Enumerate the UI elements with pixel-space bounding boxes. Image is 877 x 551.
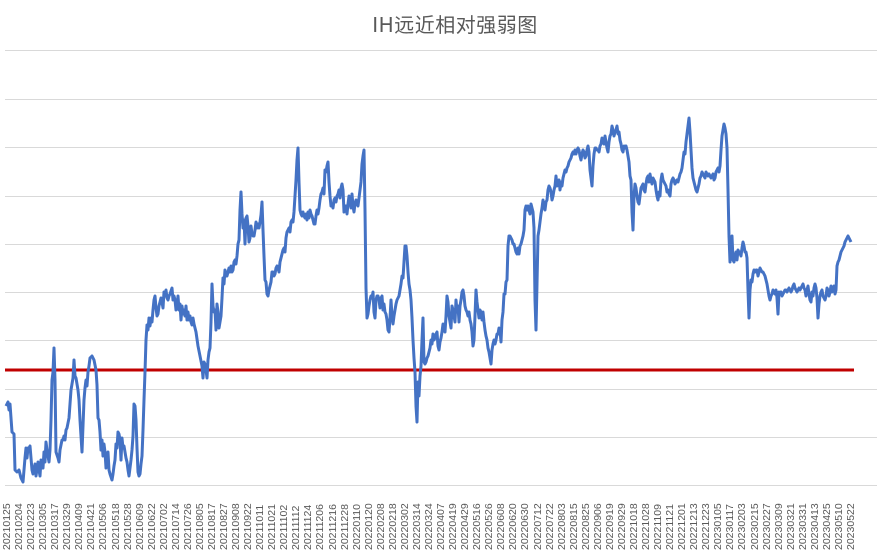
x-axis-tick-label: 20210518 bbox=[109, 503, 122, 550]
x-axis-tick-label: 20220712 bbox=[531, 503, 544, 550]
x-axis-tick-label: 20211021 bbox=[266, 504, 279, 550]
x-axis-tick-label: 20230105 bbox=[712, 503, 725, 550]
x-axis-tick-label: 20210528 bbox=[121, 503, 134, 550]
x-axis-tick-label: 20210922 bbox=[242, 503, 255, 550]
x-axis-labels: 20210125 20210204 20210223 20210305 20210317… bbox=[0, 488, 877, 551]
x-axis-tick-label: 20220620 bbox=[507, 503, 520, 550]
x-axis-tick-label: 20211206 bbox=[314, 504, 327, 550]
x-axis-tick-label: 20230215 bbox=[748, 503, 761, 550]
x-axis-tick-label: 20210609 bbox=[133, 503, 146, 550]
relative-strength-line bbox=[4, 116, 853, 484]
x-axis-tick-label: 20210506 bbox=[97, 503, 110, 550]
x-axis-tick-label: 20210622 bbox=[145, 503, 158, 550]
x-axis-tick-label: 20220630 bbox=[519, 503, 532, 550]
x-axis-tick-label: 20210204 bbox=[13, 503, 26, 550]
x-axis-tick-label: 20210827 bbox=[218, 503, 231, 550]
x-axis-tick-label: 20210421 bbox=[85, 503, 98, 550]
x-axis-tick-label: 20210223 bbox=[25, 503, 38, 550]
x-axis-tick-label: 20230425 bbox=[820, 503, 833, 550]
x-axis-tick-label: 20220314 bbox=[410, 503, 423, 550]
x-axis-tick-label: 20220825 bbox=[579, 503, 592, 550]
x-axis-tick-label: 20210329 bbox=[61, 503, 74, 550]
x-axis-tick-label: 20221028 bbox=[640, 503, 653, 550]
x-axis-tick-label: 20221121 bbox=[664, 504, 677, 550]
x-axis-tick-label: 20221201 bbox=[676, 503, 689, 550]
x-axis-tick-label: 20230331 bbox=[796, 503, 809, 550]
x-axis-tick-label: 20220120 bbox=[362, 503, 375, 550]
x-axis-tick-label: 20220929 bbox=[615, 503, 628, 550]
x-axis-tick-label: 20210702 bbox=[157, 503, 170, 550]
x-axis-tick-label: 20221213 bbox=[688, 503, 701, 550]
x-axis-tick-label: 20211102 bbox=[278, 504, 291, 550]
x-axis-tick-label: 20221018 bbox=[627, 503, 640, 550]
x-axis-tick-label: 20211124 bbox=[302, 504, 315, 550]
x-axis-tick-label: 20221109 bbox=[652, 504, 665, 550]
x-axis-tick-label: 20230510 bbox=[832, 503, 845, 550]
chart-plot-area bbox=[4, 50, 877, 486]
x-axis-tick-label: 20210305 bbox=[37, 503, 50, 550]
x-axis-tick-label: 20210817 bbox=[205, 503, 218, 550]
x-axis-tick-label: 20211112 bbox=[290, 505, 303, 550]
x-axis-tick-label: 20220803 bbox=[555, 503, 568, 550]
x-axis-tick-label: 20230413 bbox=[808, 503, 821, 550]
x-axis-tick-label: 20220722 bbox=[543, 503, 556, 550]
x-axis-tick-label: 20211228 bbox=[338, 504, 351, 550]
x-axis-tick-label: 20230309 bbox=[772, 503, 785, 550]
x-axis-tick-label: 20230227 bbox=[760, 503, 773, 550]
x-axis-tick-label: 20220919 bbox=[603, 503, 616, 550]
x-axis-tick-label: 20221223 bbox=[700, 503, 713, 550]
x-axis-tick-label: 20220110 bbox=[350, 504, 363, 550]
x-axis-tick-label: 20220429 bbox=[459, 503, 472, 550]
x-axis-tick-label: 20220419 bbox=[447, 503, 460, 550]
x-axis-tick-label: 20211011 bbox=[254, 504, 267, 550]
x-axis-tick-label: 20211216 bbox=[326, 504, 339, 550]
x-axis-tick-label: 20220906 bbox=[591, 503, 604, 550]
x-axis-tick-label: 20220526 bbox=[483, 503, 496, 550]
x-axis-tick-label: 20220208 bbox=[374, 503, 387, 550]
x-axis-tick-label: 20210805 bbox=[193, 503, 206, 550]
x-axis-tick-label: 20220407 bbox=[435, 503, 448, 550]
x-axis-tick-label: 20230203 bbox=[736, 503, 749, 550]
x-axis-tick-label: 20220516 bbox=[471, 503, 484, 550]
gridlines bbox=[5, 50, 877, 486]
x-axis-tick-label: 20210409 bbox=[73, 503, 86, 550]
x-axis-tick-label: 20210726 bbox=[181, 503, 194, 550]
x-axis-tick-label: 20230522 bbox=[845, 503, 857, 550]
x-axis-tick-label: 20230117 bbox=[724, 504, 737, 550]
x-axis-tick-label: 20220608 bbox=[495, 503, 508, 550]
x-axis-tick-label: 20210908 bbox=[230, 503, 243, 550]
chart-title: IH远近相对强弱图 bbox=[372, 13, 538, 37]
x-axis-tick-label: 20220218 bbox=[386, 503, 399, 550]
x-axis-tick-label: 20230321 bbox=[784, 503, 797, 550]
x-axis-tick-label: 20210714 bbox=[169, 503, 182, 550]
x-axis-tick-label: 20210317 bbox=[49, 503, 62, 550]
x-axis-tick-label: 20220815 bbox=[567, 503, 580, 550]
x-axis-tick-label: 20210125 bbox=[1, 503, 13, 550]
x-axis-tick-label: 20220302 bbox=[398, 503, 411, 550]
x-axis-tick-label: 20220324 bbox=[423, 503, 435, 550]
